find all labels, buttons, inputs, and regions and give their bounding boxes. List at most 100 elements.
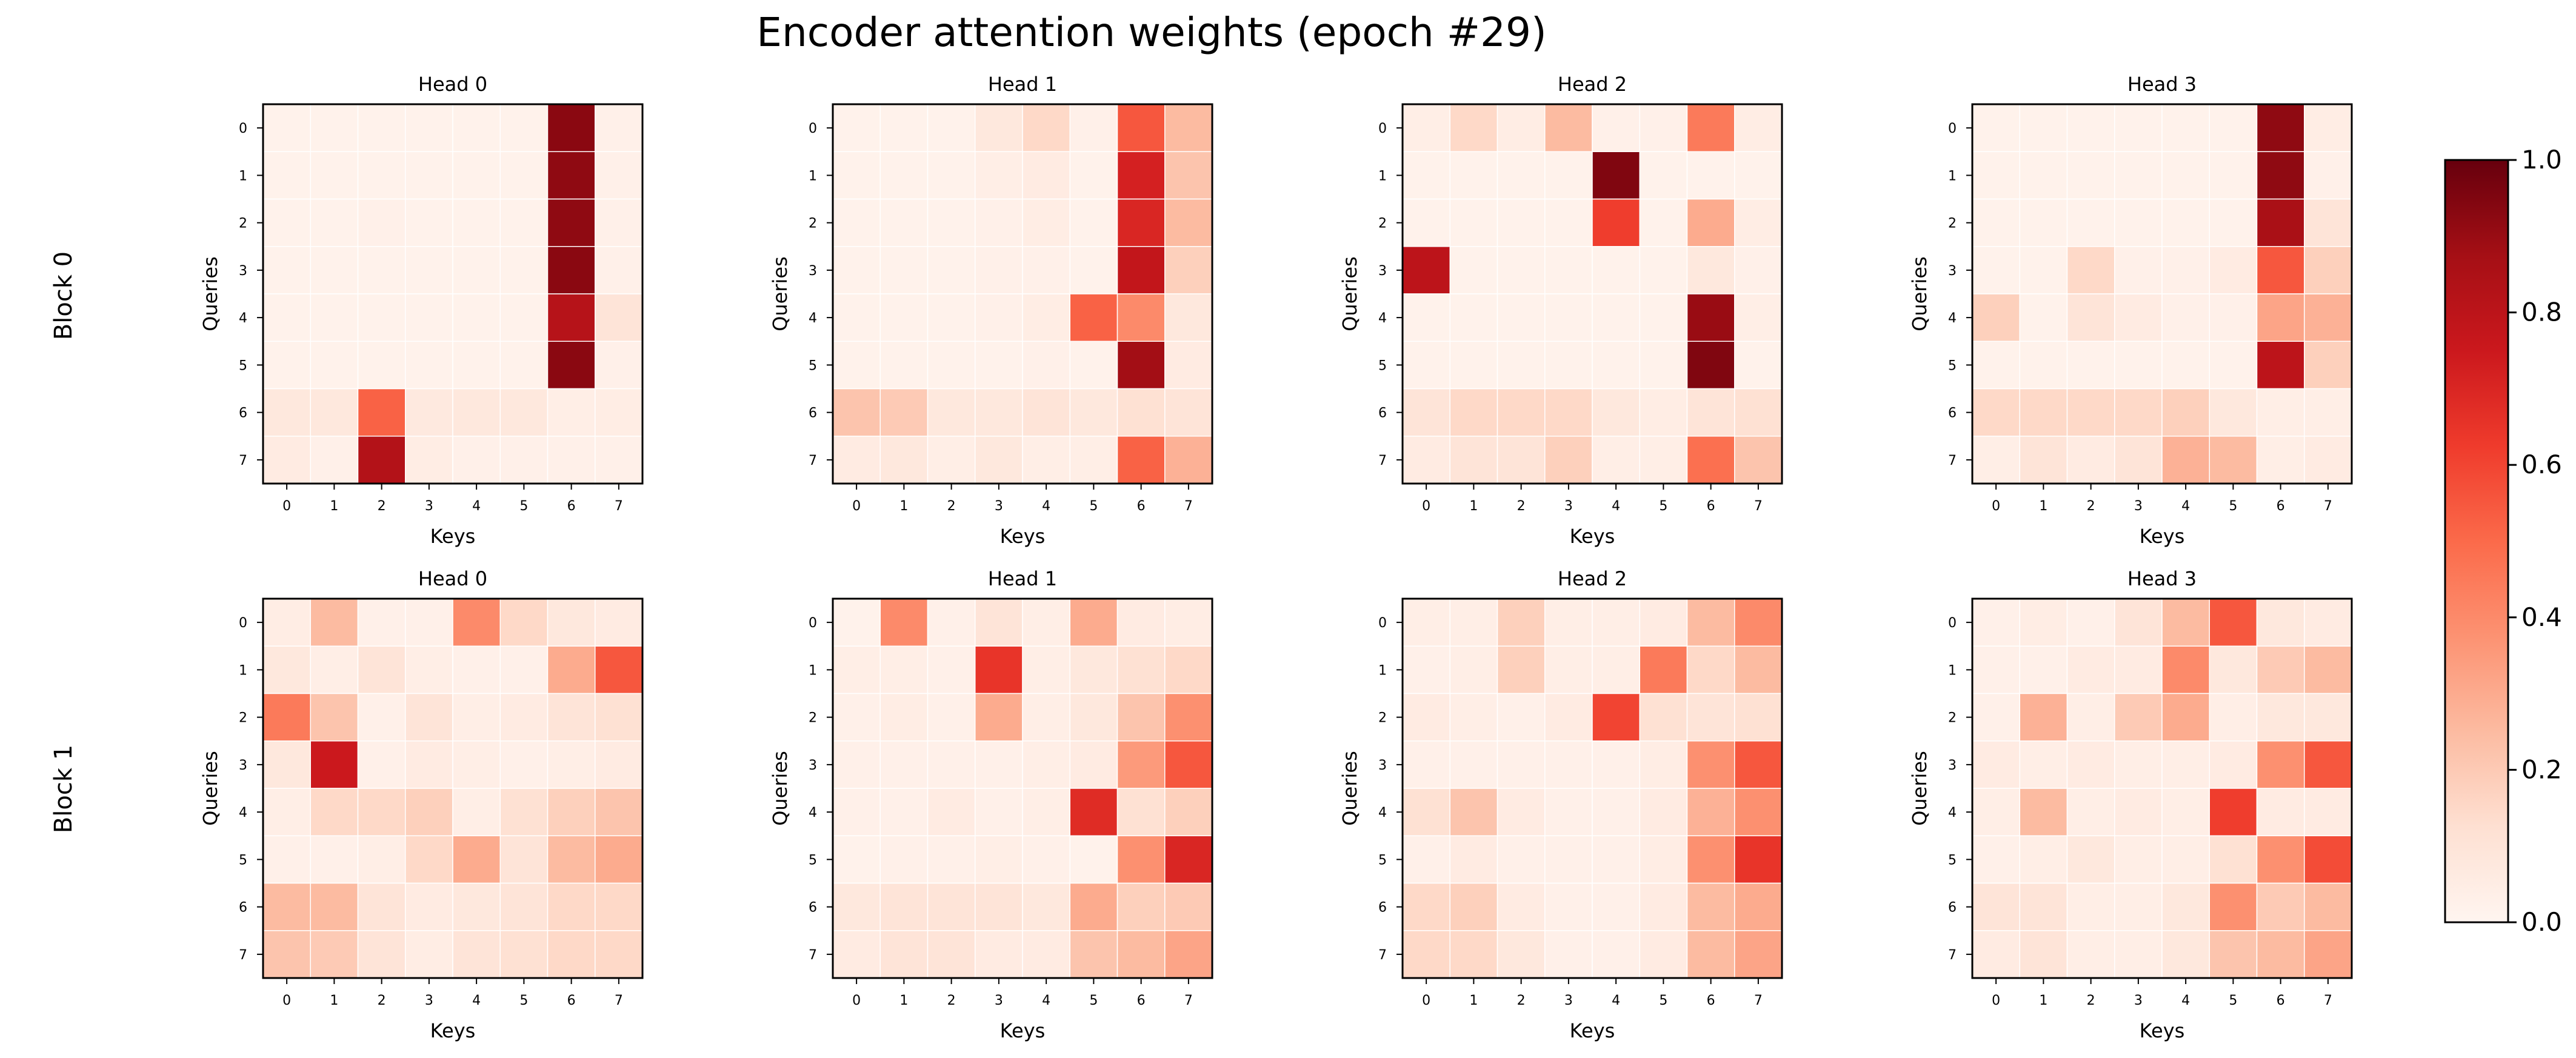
heatmap-cell — [2256, 341, 2305, 390]
heatmap-cell — [1022, 882, 1070, 931]
heatmap-cell — [2114, 246, 2163, 294]
heatmap-cell — [2256, 198, 2305, 247]
x-tick-label: 0 — [282, 499, 291, 514]
heatmap-cell — [1069, 788, 1118, 836]
heatmap-cell — [975, 645, 1023, 694]
heatmap-cell — [1972, 788, 2020, 836]
y-tick-label: 3 — [1948, 264, 1957, 279]
heatmap-cell — [2209, 882, 2258, 931]
heatmap-cell — [2304, 788, 2352, 836]
y-tick-label: 5 — [1378, 853, 1387, 868]
heatmap-cell — [405, 151, 453, 200]
heatmap-cell — [1734, 930, 1783, 979]
x-tick-label: 0 — [1422, 499, 1430, 514]
heatmap-cell — [1972, 104, 2020, 152]
heatmap-cell — [1449, 930, 1498, 979]
heatmap-cell — [2209, 198, 2258, 247]
heatmap-cell — [1069, 198, 1118, 247]
heatmap-cell — [2066, 645, 2115, 694]
y-tick-label: 2 — [1378, 711, 1387, 726]
heatmap-cell — [927, 151, 976, 200]
heatmap-panel: Head 2 0 1 2 3 4 5 6 7 0 1 2 3 4 5 6 7 Keys Queries — [1338, 73, 1783, 548]
heatmap-cell — [2161, 835, 2210, 884]
heatmap-cell — [452, 598, 501, 647]
heatmap-grid: Head 0 0 1 2 3 4 5 6 7 0 1 2 3 4 5 6 7 Keys Queries Head 1 0… — [199, 73, 2353, 1042]
heatmap-cell — [310, 882, 359, 931]
heatmap-cell — [2114, 341, 2163, 390]
heatmap-cell — [1592, 882, 1640, 931]
heatmap-cell — [879, 151, 929, 200]
heatmap-cell — [452, 104, 501, 152]
heatmap-cell — [927, 835, 976, 884]
heatmap-cell — [357, 436, 406, 484]
heatmap-cell — [2019, 882, 2068, 931]
heatmap-cell — [1972, 740, 2020, 789]
heatmap-cell — [357, 598, 406, 647]
heatmap-cell — [2209, 246, 2258, 294]
heatmap-cell — [1164, 341, 1213, 390]
heatmap-cell — [1686, 341, 1735, 390]
heatmap-cell — [927, 645, 976, 694]
heatmap-cell — [2161, 882, 2210, 931]
heatmap-cell — [452, 788, 501, 836]
heatmap-cell — [1497, 341, 1546, 390]
heatmap-cell — [2161, 598, 2210, 647]
heatmap-cell — [1544, 740, 1593, 789]
heatmap-cell — [310, 598, 359, 647]
heatmap-cell — [975, 293, 1023, 342]
heatmap-cell — [2019, 693, 2068, 742]
heatmap-cell — [595, 882, 643, 931]
heatmap-cell — [832, 788, 881, 836]
heatmap-cell — [2161, 645, 2210, 694]
heatmap-cell — [1544, 388, 1593, 437]
heatmap-cell — [1734, 740, 1783, 789]
heatmap-cell — [2019, 341, 2068, 390]
heatmap-cell — [2256, 436, 2305, 484]
heatmap-cell — [2114, 293, 2163, 342]
heatmap-cell — [547, 341, 596, 390]
heatmap-cell — [357, 151, 406, 200]
x-tick-label: 0 — [852, 499, 861, 514]
heatmap-cell — [975, 788, 1023, 836]
y-axis-label: Queries — [199, 751, 222, 826]
heatmap-cell — [1592, 293, 1640, 342]
x-tick-label: 7 — [2324, 993, 2332, 1008]
row-label-block-1: Block 1 — [50, 745, 78, 833]
y-axis-label: Queries — [1338, 751, 1361, 826]
x-tick-label: 2 — [2087, 499, 2095, 514]
heatmap-cell — [2161, 930, 2210, 979]
heatmap-cell — [452, 740, 501, 789]
x-tick-label: 0 — [1992, 499, 2000, 514]
heatmap-panel: Head 3 0 1 2 3 4 5 6 7 0 1 2 3 4 5 6 7 Keys Queries — [1908, 73, 2353, 548]
heatmap-cell — [1734, 388, 1783, 437]
heatmap-cell — [1497, 151, 1546, 200]
heatmap-cell — [310, 151, 359, 200]
y-tick-label: 4 — [1378, 311, 1387, 326]
heatmap-cell — [405, 598, 453, 647]
heatmap-cell — [452, 246, 501, 294]
heatmap-cell — [1402, 693, 1450, 742]
y-tick-label: 0 — [1378, 616, 1387, 631]
y-axis-label: Queries — [1908, 256, 1931, 331]
heatmap-cell — [1972, 293, 2020, 342]
heatmap-cell — [2114, 151, 2163, 200]
x-tick-label: 2 — [1517, 499, 1526, 514]
heatmap-cell — [2304, 882, 2352, 931]
heatmap-cell — [310, 198, 359, 247]
y-tick-label: 6 — [1378, 900, 1387, 916]
y-tick-label: 6 — [809, 900, 817, 916]
heatmap-panel: Head 0 0 1 2 3 4 5 6 7 0 1 2 3 4 5 6 7 Keys Queries — [199, 567, 644, 1042]
heatmap-cell — [1592, 388, 1640, 437]
heatmap-cell — [927, 788, 976, 836]
heatmap-cell — [2304, 740, 2352, 789]
heatmap-cell — [1734, 645, 1783, 694]
heatmap-cell — [499, 104, 549, 152]
heatmap-frame — [1401, 103, 1783, 485]
heatmap-cell — [2256, 293, 2305, 342]
heatmap-cell — [1592, 598, 1640, 647]
heatmap-cell — [262, 645, 311, 694]
heatmap-cell — [927, 436, 976, 484]
heatmap-cell — [1449, 740, 1498, 789]
heatmap-panel: Head 3 0 1 2 3 4 5 6 7 0 1 2 3 4 5 6 7 Keys Queries — [1908, 567, 2353, 1042]
figure-title: Encoder attention weights (epoch #29) — [756, 9, 1547, 56]
